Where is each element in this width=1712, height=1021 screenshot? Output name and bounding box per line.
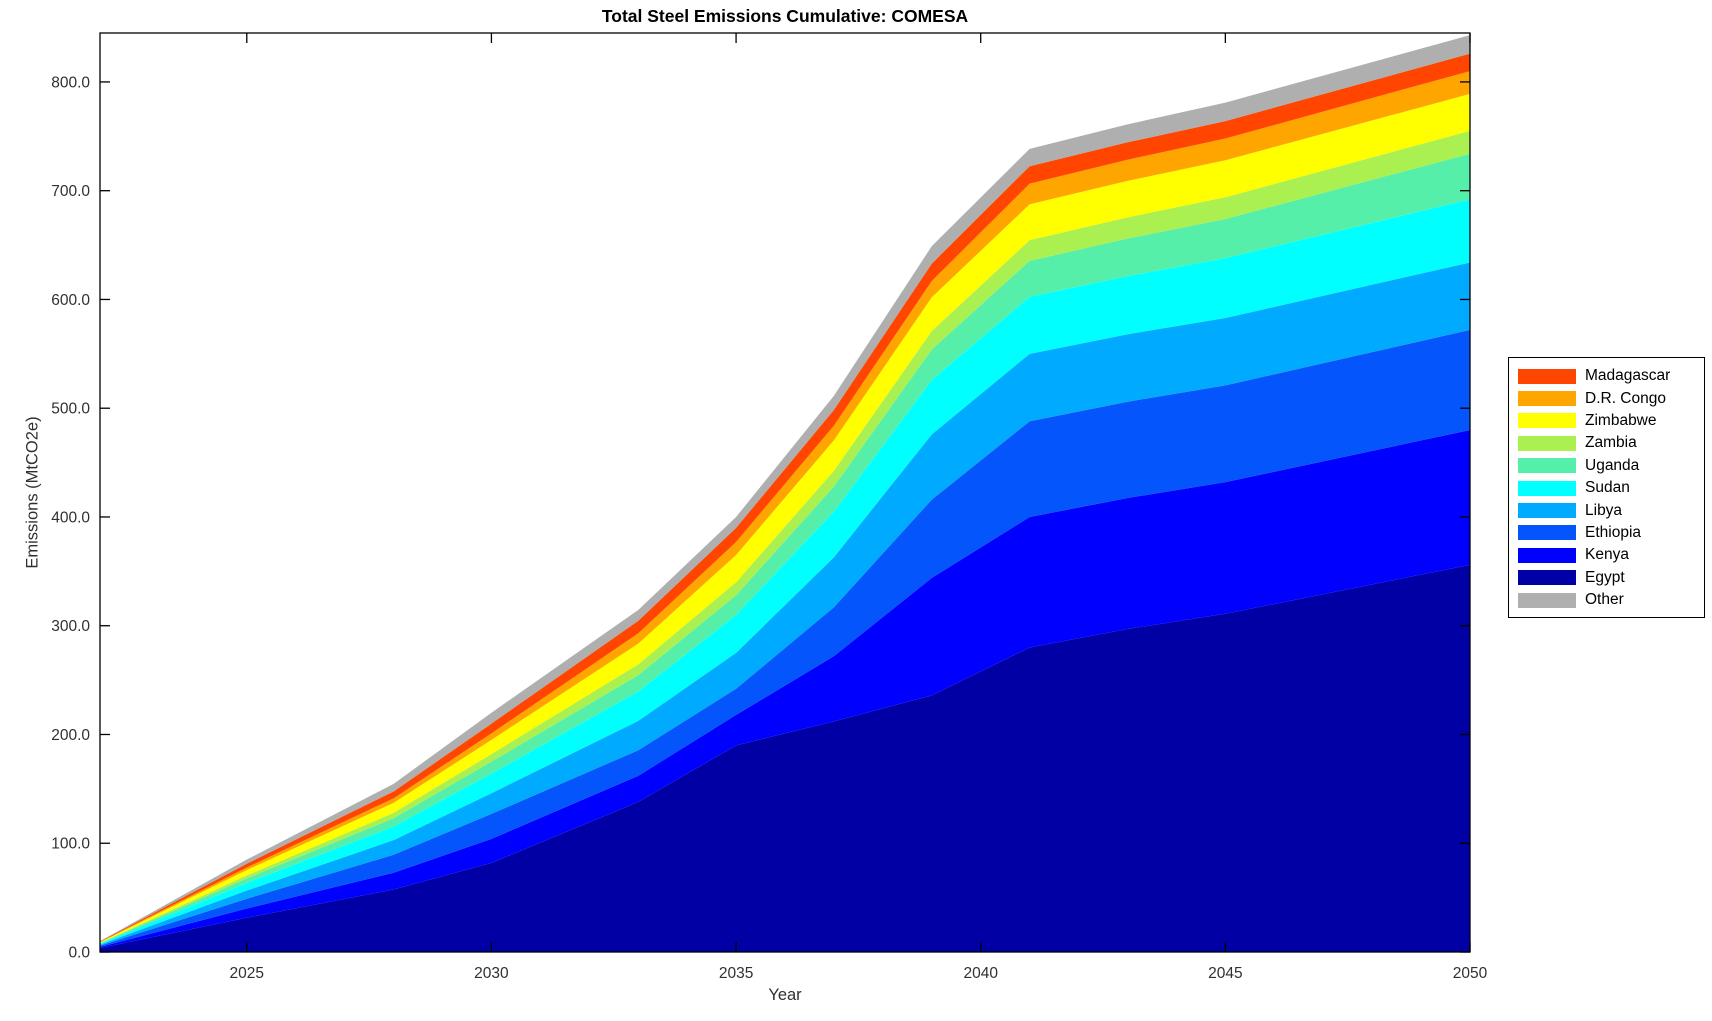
legend-item-madagascar: Madagascar [1509, 365, 1704, 387]
legend-swatch-sudan [1518, 480, 1576, 496]
legend-swatch-zambia [1518, 435, 1576, 451]
legend-label-zimbabwe: Zimbabwe [1585, 411, 1657, 429]
area-zambia [100, 130, 1470, 944]
legend-swatch-libya [1518, 503, 1576, 519]
legend-item-zambia: Zambia [1509, 432, 1704, 454]
x-tick-label-2030: 2030 [474, 965, 509, 982]
legend: Madagascar D.R. Congo Zimbabwe Zambia Uganda… [1508, 357, 1705, 619]
legend-item-d-r-congo: D.R. Congo [1509, 387, 1704, 409]
chart-title: Total Steel Emissions Cumulative: COMESA [601, 6, 969, 26]
y-tick-label-500.0: 500.0 [51, 401, 90, 418]
legend-swatch-zimbabwe [1518, 413, 1576, 429]
legend-label-d-r-congo: D.R. Congo [1585, 389, 1666, 407]
area-ethiopia [100, 329, 1470, 947]
y-tick-label-300.0: 300.0 [51, 618, 90, 635]
y-axis-label: Emissions (MtCO2e) [23, 416, 42, 569]
legend-swatch-kenya [1518, 547, 1576, 563]
legend-label-madagascar: Madagascar [1585, 367, 1671, 385]
legend-item-other: Other [1509, 589, 1704, 611]
legend-swatch-madagascar [1518, 368, 1576, 384]
area-libya [100, 262, 1470, 946]
legend-label-uganda: Uganda [1585, 456, 1640, 474]
y-tick-label-800.0: 800.0 [51, 74, 90, 91]
area-zimbabwe [100, 93, 1470, 943]
legend-label-sudan: Sudan [1585, 479, 1630, 497]
legend-swatch-ethiopia [1518, 525, 1576, 541]
legend-swatch-uganda [1518, 458, 1576, 474]
x-tick-label-2050: 2050 [1453, 965, 1488, 982]
x-tick-label-2040: 2040 [963, 965, 998, 982]
legend-label-ethiopia: Ethiopia [1585, 523, 1642, 541]
legend-item-libya: Libya [1509, 499, 1704, 521]
legend-swatch-egypt [1518, 570, 1576, 586]
x-tick-label-2035: 2035 [719, 965, 753, 982]
legend-item-uganda: Uganda [1509, 455, 1704, 477]
legend-label-libya: Libya [1585, 501, 1623, 519]
y-tick-label-0.0: 0.0 [68, 945, 90, 962]
area-kenya [100, 429, 1470, 948]
legend-label-kenya: Kenya [1585, 546, 1629, 564]
y-tick-label-700.0: 700.0 [51, 183, 90, 200]
legend-label-other: Other [1585, 591, 1624, 609]
y-tick-label-100.0: 100.0 [51, 836, 90, 853]
y-tick-label-200.0: 200.0 [51, 727, 90, 744]
area-egypt [100, 564, 1470, 952]
legend-swatch-other [1518, 592, 1576, 608]
legend-item-zimbabwe: Zimbabwe [1509, 410, 1704, 432]
area-uganda [100, 153, 1470, 944]
x-axis-label: Year [768, 986, 802, 1004]
x-tick-label-2025: 2025 [230, 965, 264, 982]
area-sudan [100, 199, 1470, 945]
x-tick-label-2045: 2045 [1208, 965, 1242, 982]
legend-item-ethiopia: Ethiopia [1509, 522, 1704, 544]
legend-swatch-d-r-congo [1518, 391, 1576, 407]
plot-border [99, 32, 1471, 953]
legend-label-egypt: Egypt [1585, 568, 1625, 586]
legend-item-egypt: Egypt [1509, 567, 1704, 589]
legend-label-zambia: Zambia [1585, 434, 1637, 452]
y-tick-label-400.0: 400.0 [51, 509, 90, 526]
legend-item-sudan: Sudan [1509, 477, 1704, 499]
y-tick-label-600.0: 600.0 [51, 292, 90, 309]
legend-item-kenya: Kenya [1509, 544, 1704, 566]
